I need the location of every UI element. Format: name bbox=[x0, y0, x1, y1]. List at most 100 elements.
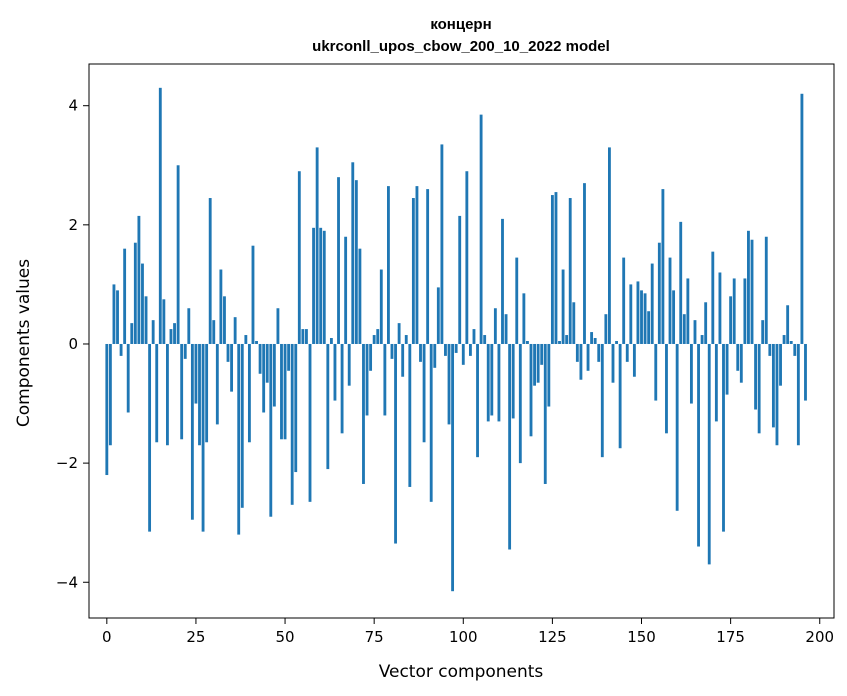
bar-3 bbox=[116, 290, 119, 344]
x-tick-label: 150 bbox=[627, 628, 656, 646]
bar-174 bbox=[725, 343, 729, 395]
bar-183 bbox=[757, 343, 761, 434]
bar-84 bbox=[404, 335, 408, 344]
bar-16 bbox=[162, 299, 166, 344]
bar-152 bbox=[647, 311, 651, 344]
bar-71 bbox=[358, 248, 362, 344]
bar-29 bbox=[208, 198, 212, 344]
bar-165 bbox=[693, 320, 697, 344]
bar-189 bbox=[779, 343, 782, 386]
x-tick-label: 200 bbox=[805, 628, 834, 646]
x-axis-label: Vector components bbox=[379, 662, 544, 682]
bar-106 bbox=[483, 335, 487, 344]
plot-frame bbox=[88, 63, 835, 619]
bar-52 bbox=[290, 343, 294, 505]
bar-99 bbox=[458, 215, 462, 344]
bar-11 bbox=[144, 296, 148, 344]
bar-144 bbox=[618, 343, 622, 449]
bar-190 bbox=[782, 335, 786, 344]
bar-33 bbox=[223, 296, 226, 344]
bar-90 bbox=[426, 189, 430, 344]
bar-72 bbox=[362, 343, 365, 484]
bar-51 bbox=[287, 343, 291, 371]
bar-26 bbox=[198, 343, 201, 446]
bar-139 bbox=[600, 343, 604, 458]
bar-195 bbox=[800, 93, 804, 344]
bar-146 bbox=[625, 343, 629, 362]
x-tick-label: 75 bbox=[365, 628, 384, 646]
bar-180 bbox=[747, 230, 750, 344]
bar-73 bbox=[365, 343, 369, 416]
bar-125 bbox=[550, 195, 554, 344]
bar-161 bbox=[679, 221, 683, 344]
bar-118 bbox=[526, 341, 529, 344]
bar-56 bbox=[305, 329, 308, 344]
bar-109 bbox=[493, 308, 497, 344]
bar-91 bbox=[429, 343, 433, 502]
x-tick-label: 0 bbox=[102, 628, 112, 646]
x-tick-label: 50 bbox=[276, 628, 295, 646]
bar-158 bbox=[668, 257, 672, 344]
bar-150 bbox=[640, 290, 643, 344]
bar-62 bbox=[326, 343, 330, 470]
bar-93 bbox=[436, 287, 440, 344]
bar-162 bbox=[682, 314, 686, 344]
bar-170 bbox=[711, 251, 715, 344]
bar-27 bbox=[201, 343, 205, 532]
bar-63 bbox=[329, 338, 333, 344]
bar-2 bbox=[112, 284, 116, 344]
bar-78 bbox=[383, 343, 387, 416]
bar-107 bbox=[486, 343, 490, 422]
bar-154 bbox=[654, 343, 658, 401]
bar-9 bbox=[137, 215, 141, 344]
bar-147 bbox=[629, 284, 633, 344]
y-tick-label: −4 bbox=[56, 573, 78, 591]
bar-76 bbox=[376, 329, 380, 344]
bar-25 bbox=[194, 343, 198, 404]
bar-131 bbox=[572, 302, 576, 344]
bar-95 bbox=[444, 343, 447, 356]
bar-123 bbox=[543, 343, 547, 484]
bar-86 bbox=[411, 198, 415, 344]
x-tick-label: 25 bbox=[186, 628, 205, 646]
bar-145 bbox=[622, 257, 626, 344]
bar-34 bbox=[226, 343, 230, 362]
bar-50 bbox=[283, 343, 287, 440]
bar-193 bbox=[793, 343, 797, 356]
bar-28 bbox=[205, 343, 209, 443]
bar-164 bbox=[689, 343, 693, 404]
bar-64 bbox=[333, 343, 337, 401]
bar-55 bbox=[301, 329, 305, 344]
bar-42 bbox=[255, 341, 258, 344]
bar-32 bbox=[219, 269, 223, 344]
bar-155 bbox=[657, 242, 661, 344]
bar-137 bbox=[593, 338, 597, 344]
bar-23 bbox=[187, 308, 191, 344]
bar-157 bbox=[665, 343, 668, 434]
bar-69 bbox=[351, 162, 355, 344]
bar-97 bbox=[451, 343, 455, 592]
bar-47 bbox=[272, 343, 276, 407]
bar-41 bbox=[251, 245, 255, 344]
bar-37 bbox=[237, 343, 241, 535]
bar-20 bbox=[176, 165, 180, 344]
bar-124 bbox=[547, 343, 551, 407]
bar-149 bbox=[636, 281, 640, 344]
bar-94 bbox=[440, 144, 444, 344]
bar-18 bbox=[169, 329, 173, 344]
bar-60 bbox=[319, 227, 323, 344]
bar-59 bbox=[315, 147, 319, 344]
bar-77 bbox=[379, 269, 383, 344]
bar-187 bbox=[771, 343, 775, 428]
bar-112 bbox=[504, 314, 508, 344]
bar-40 bbox=[247, 343, 251, 443]
bar-83 bbox=[401, 343, 405, 377]
bar-167 bbox=[700, 335, 704, 344]
bar-105 bbox=[479, 114, 483, 344]
y-tick-label: 0 bbox=[68, 335, 78, 353]
bar-36 bbox=[233, 317, 237, 344]
bar-100 bbox=[461, 343, 465, 365]
bar-series bbox=[105, 87, 807, 592]
bar-111 bbox=[501, 218, 504, 344]
bar-126 bbox=[554, 192, 558, 344]
